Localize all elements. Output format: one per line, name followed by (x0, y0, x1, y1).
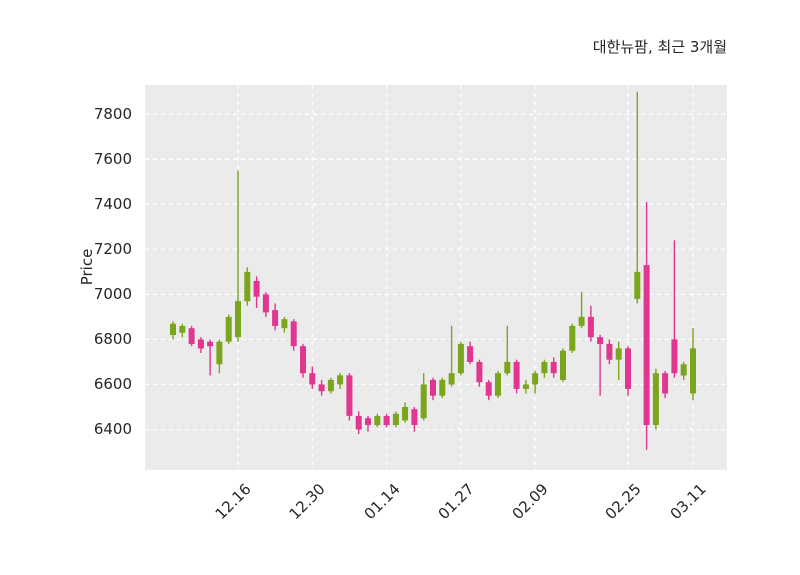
y-tick-label: 6600 (93, 375, 132, 394)
y-tick-label: 6800 (93, 330, 132, 349)
chart-title: 대한뉴팜, 최근 3개월 (592, 38, 727, 56)
x-tick-label: 03.11 (666, 480, 710, 524)
x-tick-label: 12.30 (285, 480, 330, 524)
y-tick-label: 7400 (93, 195, 132, 214)
x-tick-label: 01.27 (434, 480, 478, 524)
y-tick-label: 6400 (93, 420, 132, 439)
plot-area (145, 85, 727, 470)
y-tick-label: 7600 (93, 150, 132, 169)
x-tick-label: 12.16 (211, 480, 255, 524)
candlestick-plot-svg (145, 85, 727, 470)
y-tick-label: 7000 (93, 285, 132, 304)
x-tick-label: 02.09 (508, 480, 552, 524)
y-tick-label: 7800 (93, 105, 132, 124)
x-tick-label: 01.14 (360, 480, 404, 524)
y-tick-label: 7200 (93, 240, 132, 259)
x-tick-label: 02.25 (601, 480, 645, 524)
